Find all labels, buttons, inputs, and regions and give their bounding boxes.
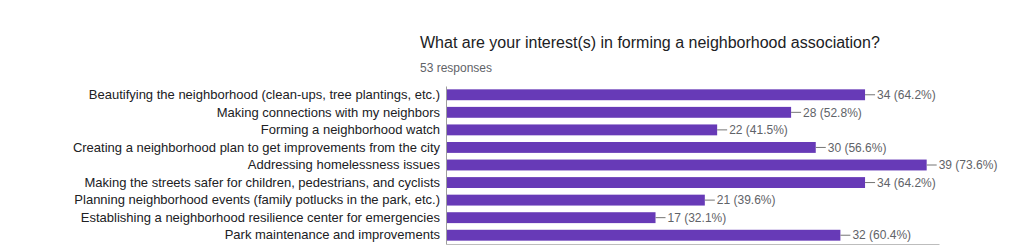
data-label: 22 (41.5%) [729, 123, 788, 137]
y-tick: Making the streets safer for children, p… [85, 175, 447, 190]
y-tick-label: Beautifying the neighborhood (clean-ups,… [89, 87, 440, 102]
y-tick: Establishing a neighborhood resilience c… [81, 210, 446, 225]
y-tick: Addressing homelessness issues [248, 157, 446, 172]
y-axis-line [446, 87, 447, 245]
y-tick-label: Creating a neighborhood plan to get impr… [73, 140, 441, 155]
bar [446, 89, 865, 100]
y-tick: Park maintenance and improvements [225, 227, 446, 242]
x-axis-line [447, 244, 940, 245]
y-tick-label: Addressing homelessness issues [248, 157, 441, 172]
data-label: 21 (39.6%) [717, 193, 776, 207]
bars [446, 89, 927, 240]
data-label: 39 (73.6%) [939, 158, 998, 172]
bar [446, 177, 865, 188]
bar [446, 212, 656, 223]
leader-line [865, 94, 875, 95]
y-tick-label: Making connections with my neighbors [217, 104, 441, 119]
x-axis [447, 244, 940, 245]
y-tick: Creating a neighborhood plan to get impr… [73, 140, 446, 155]
leader-line [791, 112, 801, 113]
data-label: 34 (64.2%) [877, 176, 936, 190]
y-tick-label: Establishing a neighborhood resilience c… [81, 210, 441, 225]
bar [446, 195, 705, 206]
leader-line [840, 235, 850, 236]
bar [446, 160, 927, 171]
data-label: 17 (32.1%) [668, 211, 727, 225]
bar [446, 230, 840, 241]
leader-line [865, 182, 875, 183]
leader-line [705, 200, 715, 201]
y-tick: Forming a neighborhood watch [261, 122, 446, 137]
y-axis: Beautifying the neighborhood (clean-ups,… [73, 87, 447, 245]
y-tick: Making connections with my neighbors [217, 104, 446, 119]
chart: What are your interest(s) in forming a n… [0, 0, 1017, 247]
leader-line [717, 129, 727, 130]
y-tick-label: Planning neighborhood events (family pot… [74, 192, 440, 207]
leader-line [816, 147, 826, 148]
data-label: 34 (64.2%) [877, 88, 936, 102]
y-tick-label: Making the streets safer for children, p… [85, 175, 441, 190]
subtitle: 53 responses [420, 61, 492, 75]
data-labels: 34 (64.2%) 28 (52.8%) 22 (41.5%) 30 (56.6%)… [656, 88, 998, 242]
data-label: 28 (52.8%) [803, 106, 862, 120]
title: What are your interest(s) in forming a n… [420, 34, 880, 51]
bar [446, 142, 816, 153]
y-tick-label: Forming a neighborhood watch [261, 122, 440, 137]
data-label: 32 (60.4%) [852, 228, 911, 242]
y-tick: Beautifying the neighborhood (clean-ups,… [89, 87, 446, 102]
leader-line [927, 165, 937, 166]
bar [446, 107, 791, 118]
bar [446, 124, 717, 135]
data-label: 30 (56.6%) [828, 141, 887, 155]
y-tick: Planning neighborhood events (family pot… [74, 192, 446, 207]
y-tick-label: Park maintenance and improvements [225, 227, 441, 242]
leader-line [656, 217, 666, 218]
